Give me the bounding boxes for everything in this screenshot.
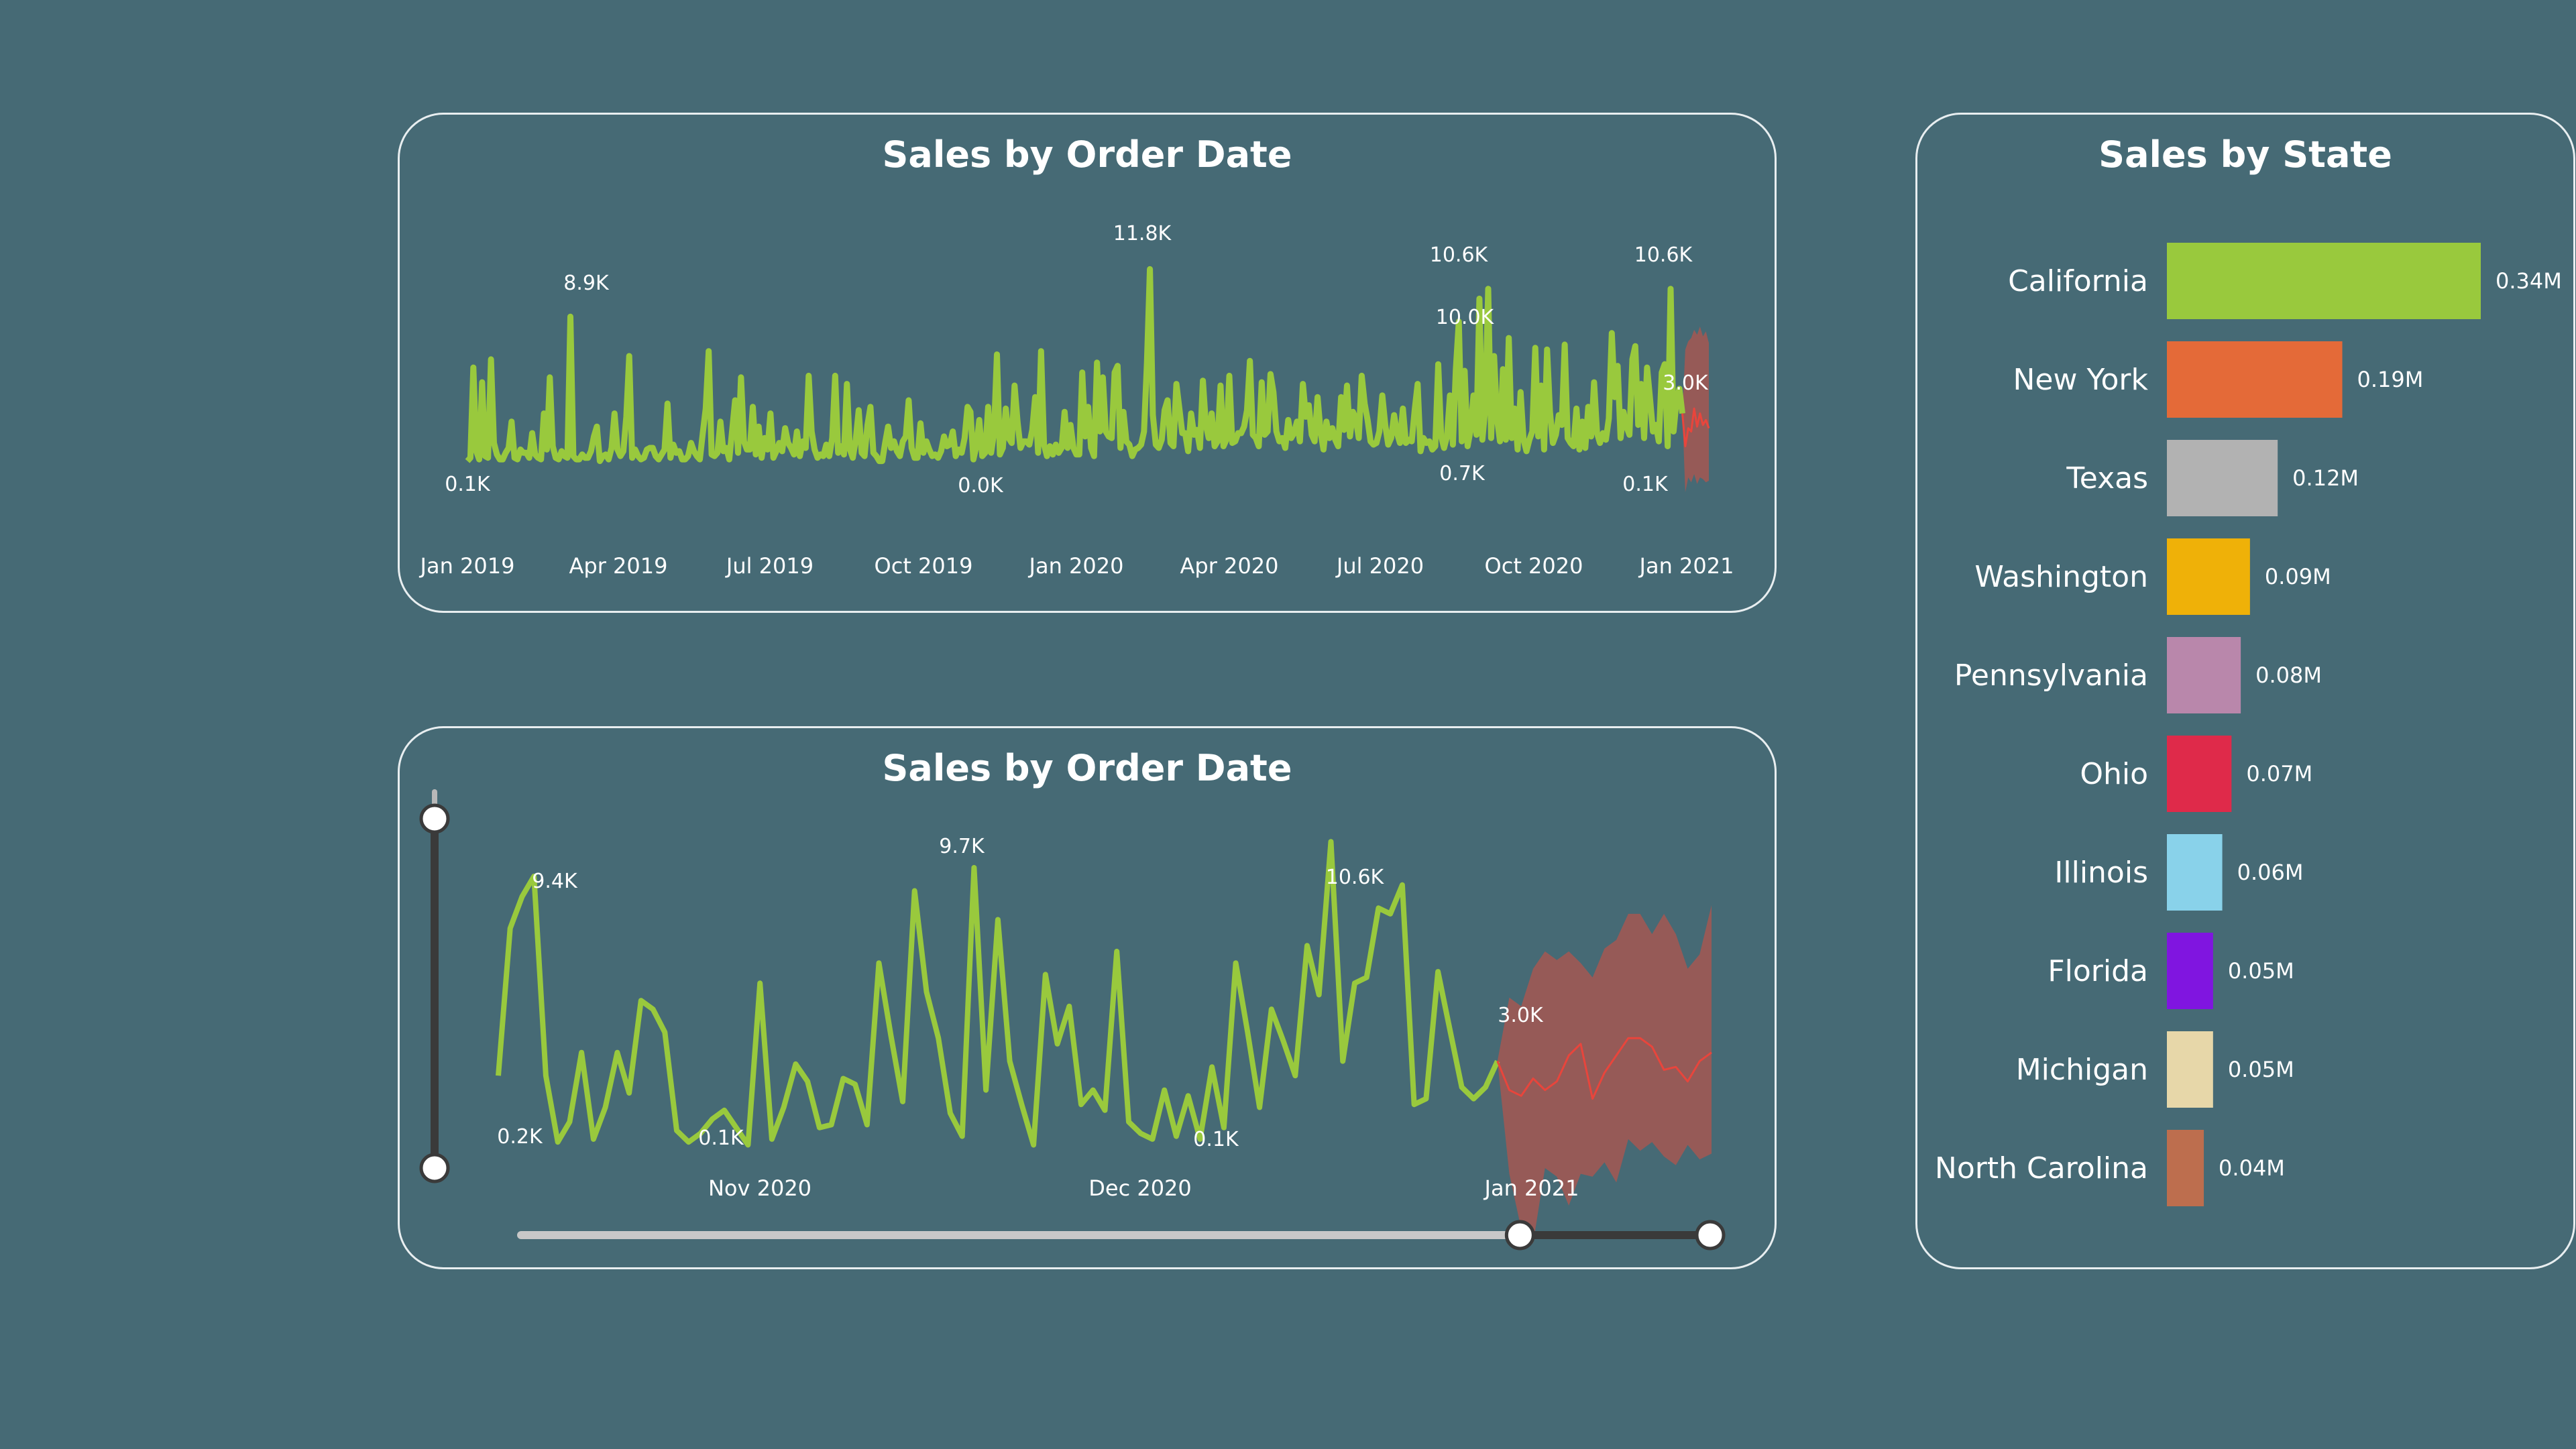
x-tick-label: Apr 2020 xyxy=(1180,553,1279,579)
data-label: 3.0K xyxy=(1498,1004,1544,1027)
category-label: Pennsylvania xyxy=(1954,658,2148,693)
data-label: 0.1K xyxy=(445,473,491,496)
category-label: North Carolina xyxy=(1935,1151,2148,1185)
value-label: 0.12M xyxy=(2292,465,2359,491)
category-label: New York xyxy=(2013,363,2149,397)
x-tick-label: Jan 2020 xyxy=(1028,553,1124,579)
bar xyxy=(2167,736,2232,812)
data-label: 10.6K xyxy=(1326,866,1385,889)
data-label: 0.1K xyxy=(698,1126,744,1150)
data-label: 0.1K xyxy=(1622,473,1669,496)
x-tick-label: Nov 2020 xyxy=(708,1175,811,1201)
category-label: Washington xyxy=(1974,560,2148,594)
x-tick-label: Oct 2019 xyxy=(875,553,973,579)
x-tick-label: Apr 2019 xyxy=(569,553,668,579)
value-label: 0.07M xyxy=(2246,761,2312,787)
value-label: 0.05M xyxy=(2228,958,2294,984)
range-slider-handle[interactable] xyxy=(1695,1220,1726,1251)
value-label: 0.04M xyxy=(2219,1155,2285,1181)
bar xyxy=(2167,538,2250,615)
x-tick-label: Dec 2020 xyxy=(1088,1175,1192,1201)
category-label: Michigan xyxy=(2016,1053,2148,1087)
data-label: 11.8K xyxy=(1113,222,1172,245)
sales-by-state-card: Sales by State xyxy=(1915,113,2575,1269)
bar xyxy=(2167,341,2343,418)
vertical-slider-handle[interactable] xyxy=(419,803,450,834)
bar xyxy=(2167,637,2241,713)
forecast-confidence-band xyxy=(1682,327,1709,492)
value-label: 0.09M xyxy=(2265,564,2331,589)
data-label: 9.4K xyxy=(532,870,578,893)
bar xyxy=(2167,440,2278,516)
x-tick-label: Jul 2019 xyxy=(725,553,814,579)
chart-title: Sales by State xyxy=(2098,133,2392,176)
data-label: 3.0K xyxy=(1663,371,1709,395)
forecast-line xyxy=(1496,1037,1712,1100)
value-label: 0.05M xyxy=(2228,1057,2294,1082)
data-label: 10.6K xyxy=(1634,243,1693,267)
category-label: Ohio xyxy=(2080,757,2148,791)
sales-series-line xyxy=(496,839,1500,1148)
category-label: Illinois xyxy=(2054,856,2148,890)
x-tick-label: Jan 2019 xyxy=(419,553,515,579)
data-label: 0.1K xyxy=(1193,1128,1239,1151)
data-label: 10.6K xyxy=(1430,243,1489,267)
bar xyxy=(2167,1130,2204,1206)
value-label: 0.06M xyxy=(2237,860,2304,885)
range-slider-handle[interactable] xyxy=(1504,1220,1535,1251)
data-label: 0.2K xyxy=(497,1125,543,1149)
sales-by-order-date-zoom-card: Sales by Order Date xyxy=(398,726,1777,1269)
bar xyxy=(2167,834,2223,911)
bar xyxy=(2167,1031,2213,1108)
vertical-slider-handle[interactable] xyxy=(419,1153,450,1183)
chart-title: Sales by Order Date xyxy=(882,133,1292,176)
bar xyxy=(2167,933,2213,1009)
x-tick-label: Oct 2020 xyxy=(1485,553,1583,579)
data-label: 0.7K xyxy=(1439,462,1486,485)
sales-by-order-date-card: Sales by Order Date xyxy=(398,113,1777,613)
data-label: 9.7K xyxy=(939,835,985,858)
category-label: Texas xyxy=(2066,461,2148,496)
value-label: 0.19M xyxy=(2357,367,2424,392)
x-tick-label: Jul 2020 xyxy=(1335,553,1424,579)
value-label: 0.34M xyxy=(2496,268,2562,294)
bar xyxy=(2167,243,2481,319)
forecast-line xyxy=(1681,407,1710,447)
value-label: 0.08M xyxy=(2255,662,2322,688)
x-tick-label: Jan 2021 xyxy=(1483,1175,1579,1201)
category-label: California xyxy=(2008,264,2148,298)
data-label: 10.0K xyxy=(1436,306,1495,329)
chart-title: Sales by Order Date xyxy=(882,747,1292,789)
sales-series-line xyxy=(465,266,1685,465)
category-label: Florida xyxy=(2048,954,2148,988)
data-label: 8.9K xyxy=(563,272,610,295)
x-tick-label: Jan 2021 xyxy=(1638,553,1734,579)
data-label: 0.0K xyxy=(958,474,1004,498)
